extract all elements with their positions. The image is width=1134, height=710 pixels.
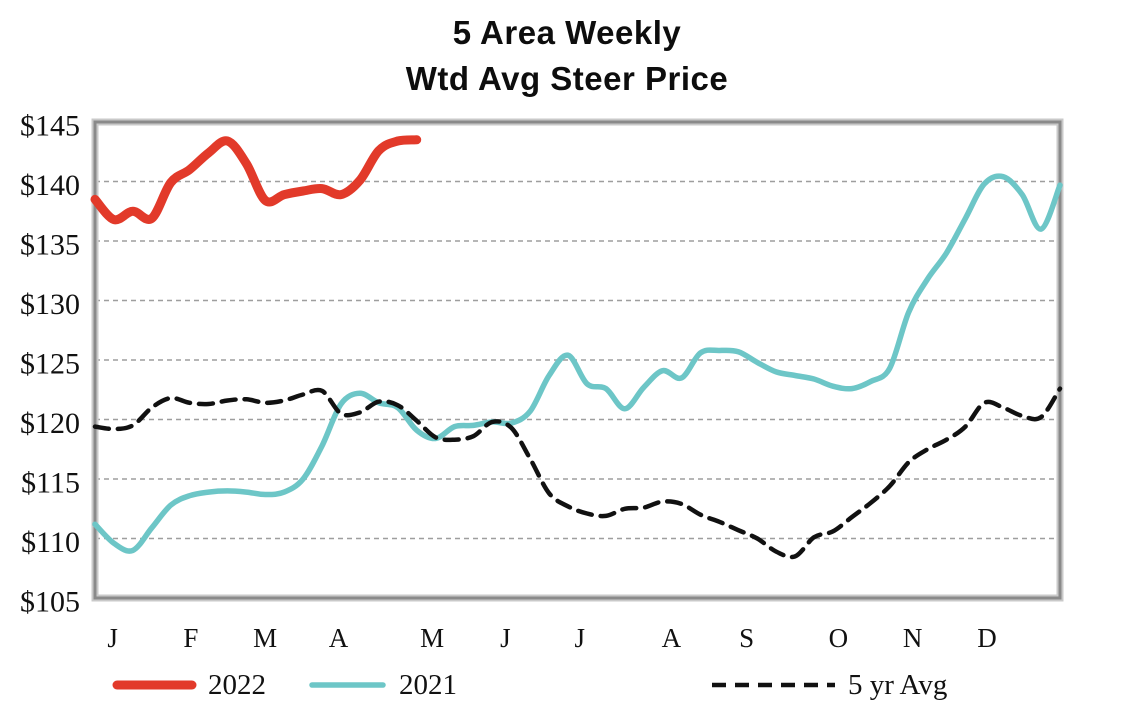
series-line-2022 bbox=[90, 135, 422, 225]
x-axis-label-4-M: M bbox=[420, 623, 444, 653]
x-axis-label-8-S: S bbox=[739, 623, 754, 653]
y-axis-label-140: $140 bbox=[20, 169, 80, 202]
x-axis-label-9-O: O bbox=[829, 623, 849, 653]
legend-item-5-yr-avg: 5 yr Avg bbox=[710, 664, 947, 706]
y-axis-label-110: $110 bbox=[21, 526, 80, 559]
x-axis-label-1-F: F bbox=[183, 623, 198, 653]
x-axis-label-7-A: A bbox=[662, 623, 682, 653]
legend-swatch-5-yr-avg bbox=[712, 682, 835, 688]
plot-frame bbox=[93, 120, 1062, 600]
legend-label-5-yr-avg: 5 yr Avg bbox=[848, 668, 948, 701]
y-axis-label-115: $115 bbox=[21, 467, 80, 500]
series-line-2021 bbox=[92, 173, 1063, 554]
chart-legend: 2022 2021 5 yr Avg bbox=[0, 664, 1134, 706]
x-axis-label-10-N: N bbox=[903, 623, 923, 653]
legend-label-2022: 2022 bbox=[208, 668, 266, 701]
legend-label-2021: 2021 bbox=[399, 668, 457, 701]
legend-item-2022: 2022 bbox=[112, 664, 266, 706]
x-axis-label-2-M: M bbox=[253, 623, 277, 653]
y-axis-label-145: $145 bbox=[20, 110, 80, 143]
x-axis-label-5-J: J bbox=[500, 623, 511, 653]
series-line-5-yr-avg bbox=[92, 386, 1063, 560]
chart-title-line1: 5 Area Weekly bbox=[452, 14, 682, 51]
y-axis-label-125: $125 bbox=[20, 348, 80, 381]
x-axis-label-11-D: D bbox=[977, 623, 997, 653]
y-axis-label-135: $135 bbox=[20, 229, 80, 262]
y-axis-label-130: $130 bbox=[20, 288, 80, 321]
chart-title: 5 Area Weekly Wtd Avg Steer Price bbox=[0, 10, 1134, 102]
x-axis-label-0-J: J bbox=[107, 623, 118, 653]
x-axis-label-3-A: A bbox=[329, 623, 349, 653]
legend-item-2021: 2021 bbox=[307, 664, 457, 706]
legend-swatch-2022 bbox=[112, 680, 197, 690]
legend-swatch-2021 bbox=[309, 682, 386, 688]
y-axis-label-105: $105 bbox=[20, 586, 80, 619]
y-axis-label-120: $120 bbox=[20, 407, 80, 440]
chart-title-line2: Wtd Avg Steer Price bbox=[405, 60, 729, 97]
x-axis-label-6-J: J bbox=[574, 623, 585, 653]
